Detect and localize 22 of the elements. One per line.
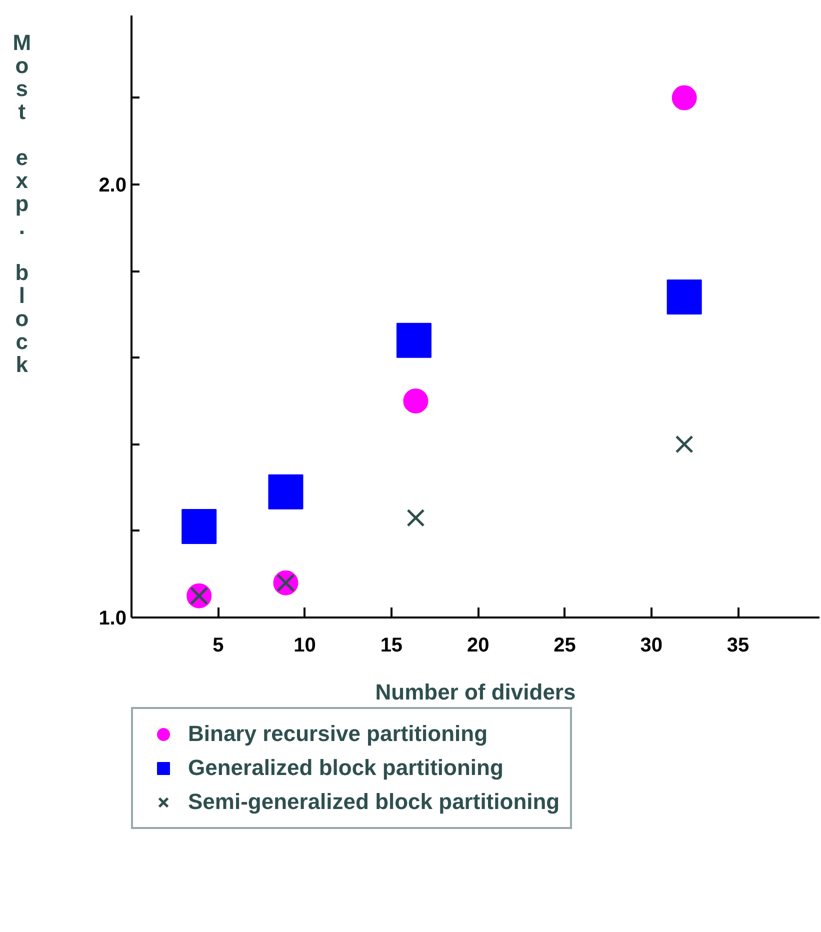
y-axis-title: Most exp. block	[8, 30, 36, 375]
x-tick-label: 20	[466, 634, 490, 656]
legend-label: Generalized block partitioning	[188, 755, 504, 781]
point	[403, 388, 428, 414]
point	[675, 435, 694, 454]
point	[182, 509, 217, 544]
x-tick-label: 35	[726, 634, 750, 656]
x-tick-label: 30	[640, 634, 663, 656]
x-tick-label: 5	[212, 634, 224, 656]
x-tick-label: 10	[294, 634, 316, 656]
x-tick-label: 15	[380, 634, 403, 656]
point	[672, 85, 697, 110]
point	[268, 474, 304, 510]
point	[406, 508, 425, 527]
y-tick-label: 1.0	[98, 608, 127, 630]
y-tick-label: 2.0	[98, 174, 127, 196]
legend-label: Binary recursive partitioning	[188, 721, 488, 747]
point	[666, 280, 702, 315]
point	[396, 322, 432, 358]
x-axis-title: Number of dividers	[375, 680, 576, 704]
legend-label: Semi-generalized block partitioning	[188, 789, 560, 815]
x-tick-label: 25	[554, 634, 576, 656]
